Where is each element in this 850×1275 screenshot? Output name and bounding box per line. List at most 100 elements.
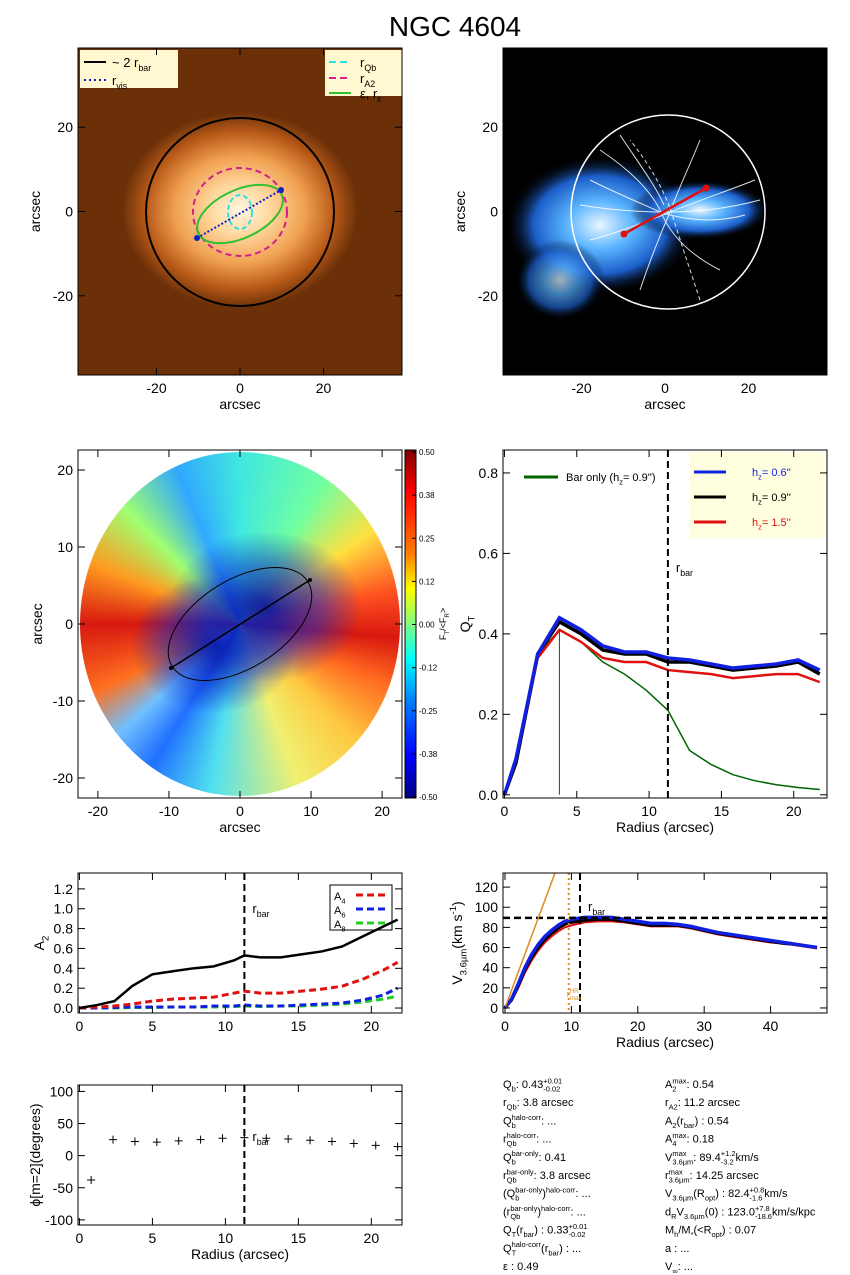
label-part: Q xyxy=(503,1079,512,1091)
point xyxy=(174,1136,183,1145)
label-part: halo-corr xyxy=(507,1131,537,1140)
label-part: HR xyxy=(570,988,579,995)
label-part: 2 xyxy=(672,1121,676,1130)
label-part: Radius (arcsec) xyxy=(616,1034,714,1050)
y-tick-label: 120 xyxy=(475,879,499,895)
label-part: A xyxy=(31,940,47,950)
x-tick-label: 15 xyxy=(714,803,730,819)
label-part: -1 xyxy=(448,906,459,914)
label-part: : ... xyxy=(536,1134,551,1146)
label-part: a : ... xyxy=(665,1243,689,1255)
label-part: V xyxy=(665,1152,673,1164)
label-part: T xyxy=(444,631,451,635)
x-tick-label: 30 xyxy=(696,1018,712,1034)
y-tick-label: 0.0 xyxy=(479,787,499,803)
label-part: bar xyxy=(257,909,270,919)
x-tick-label: 5 xyxy=(573,803,581,819)
label-part: r xyxy=(588,899,593,914)
label-part: R xyxy=(671,1212,677,1221)
label-part: b xyxy=(515,1194,519,1203)
label-part: ) : 0.07 xyxy=(722,1225,756,1237)
label-part: +1.2 xyxy=(721,1149,736,1158)
label-part: halo-corr xyxy=(512,1113,542,1122)
legend-label: ~ 2 r bar xyxy=(112,55,151,73)
x-tick-label: 0 xyxy=(236,380,244,396)
label-part: (<R xyxy=(693,1225,711,1237)
x-tick-label: 10 xyxy=(641,803,657,819)
reference-label: r bar xyxy=(588,899,605,917)
legend-box xyxy=(690,452,825,538)
label-part: V xyxy=(665,1261,673,1273)
y-tick-label: 0.4 xyxy=(479,626,499,642)
point xyxy=(262,1134,271,1143)
residual-image xyxy=(503,48,827,375)
label-part: Radius (arcsec) xyxy=(616,819,714,835)
label-part: A xyxy=(334,891,342,903)
label-part: 3.6µm xyxy=(684,1212,705,1221)
label-part: (r xyxy=(541,1243,549,1255)
label-part: A xyxy=(665,1115,673,1127)
label-part: h xyxy=(752,467,758,479)
y-tick-label: 0.8 xyxy=(479,465,499,481)
label-part: : 11.2 arcsec xyxy=(678,1097,741,1109)
y-tick-label: 0.4 xyxy=(54,960,74,976)
point xyxy=(130,1137,139,1146)
legend-label: r A2 xyxy=(360,71,375,89)
x-tick-label: 15 xyxy=(291,1018,307,1034)
y-tick-label: 0.6 xyxy=(479,545,499,561)
label-part: km/s xyxy=(736,1152,760,1164)
x-tick-label: 20 xyxy=(630,1018,646,1034)
label-part: arcsec xyxy=(27,191,43,232)
label-part: : 0.54 xyxy=(686,1079,714,1091)
series-line xyxy=(503,917,818,1009)
label-part: = 0.9'' xyxy=(762,492,791,504)
panel: Bar only (h z = 0.9'')h z = 1.5''h z = 0.9''h z… xyxy=(457,449,828,835)
point xyxy=(327,1137,336,1146)
y-axis-label: V3.6µm (km s-1) xyxy=(448,901,469,984)
label-part: r xyxy=(360,71,365,86)
label-part: : 89.4 xyxy=(693,1152,721,1164)
x-tick-label: 20 xyxy=(316,380,332,396)
x-tick-label: 0 xyxy=(501,1018,509,1034)
x-tick-label: 10 xyxy=(303,803,319,819)
label-part: : ... xyxy=(575,1188,590,1200)
point xyxy=(371,1141,380,1150)
label-part: bar-only xyxy=(510,1204,537,1213)
label-part: : 3.8 arcsec xyxy=(517,1097,574,1109)
label-part: arcsec xyxy=(644,396,685,412)
slope-line xyxy=(504,873,556,1009)
label-part: 2 xyxy=(40,936,51,941)
colorbar-tick-label: 0.38 xyxy=(419,491,435,500)
x-axis-label: Radius (arcsec) xyxy=(191,1246,289,1262)
label-part: 3.6µm xyxy=(672,1194,693,1203)
point xyxy=(349,1139,358,1148)
label-part: bar xyxy=(680,568,693,578)
label-part: -0.02 xyxy=(543,1085,560,1094)
label-part: ) : ... xyxy=(559,1243,581,1255)
x-axis-label: arcsec xyxy=(219,819,260,835)
point xyxy=(218,1134,227,1143)
label-part: arcsec xyxy=(219,396,260,412)
y-tick-label: 1.0 xyxy=(54,901,74,917)
label-part: : 14.25 arcsec xyxy=(690,1170,760,1182)
label-part: ε : 0.49 xyxy=(503,1261,538,1273)
label-part: z xyxy=(758,498,762,507)
label-part: arcsec xyxy=(29,603,45,644)
label-part: ) xyxy=(542,1188,546,1200)
colorbar-tick-label: 0.00 xyxy=(419,621,435,630)
series-line xyxy=(79,986,399,1010)
legend-label: r vis xyxy=(112,73,128,91)
label-part: opt xyxy=(705,1194,716,1203)
label-part: bar xyxy=(523,1230,534,1239)
y-tick-label: 0.2 xyxy=(54,980,74,996)
